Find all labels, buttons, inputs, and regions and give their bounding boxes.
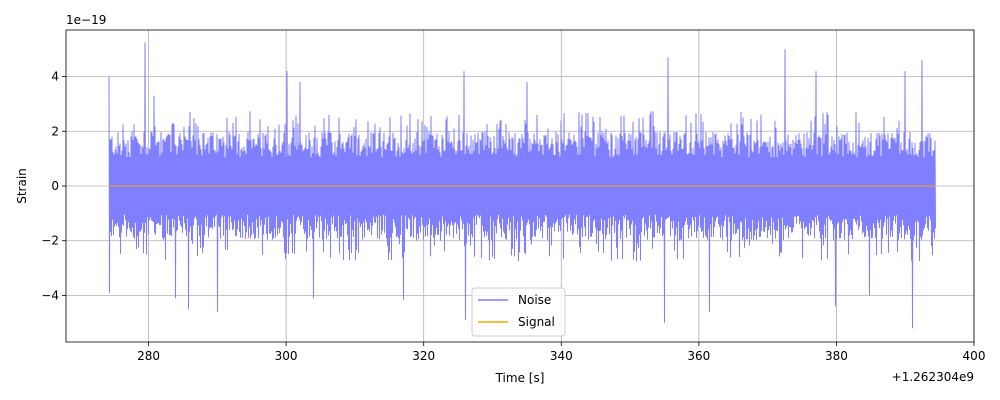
x-tick-label: 320 — [412, 349, 435, 363]
y-axis-ticks: −4 −2 0 2 4 — [41, 70, 66, 302]
y-axis-label: Strain — [15, 168, 29, 204]
y-tick-label: 0 — [51, 179, 59, 193]
x-axis-label: Time [s] — [495, 371, 545, 385]
y-tick-label: −4 — [41, 288, 59, 302]
x-offset-label: +1.262304e9 — [892, 370, 974, 384]
y-tick-label: −2 — [41, 234, 59, 248]
x-tick-label: 300 — [275, 349, 298, 363]
legend-signal-label: Signal — [518, 315, 555, 329]
legend-noise-label: Noise — [518, 293, 551, 307]
x-tick-label: 340 — [550, 349, 573, 363]
y-tick-label: 2 — [51, 124, 59, 138]
y-tick-label: 4 — [51, 70, 59, 84]
x-tick-label: 380 — [825, 349, 848, 363]
x-tick-label: 360 — [687, 349, 710, 363]
x-tick-label: 280 — [137, 349, 160, 363]
x-tick-label: 400 — [963, 349, 986, 363]
legend: Noise Signal — [471, 287, 566, 337]
x-axis-ticks: 280 300 320 340 360 380 400 — [137, 342, 985, 363]
y-scale-label: 1e−19 — [66, 13, 106, 27]
